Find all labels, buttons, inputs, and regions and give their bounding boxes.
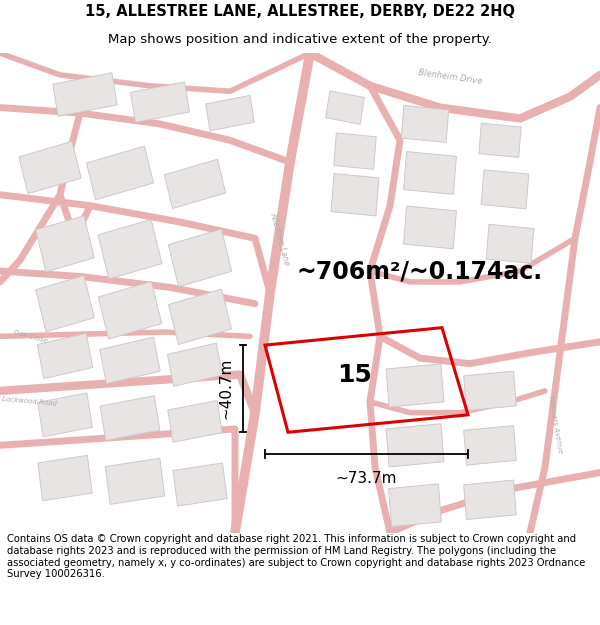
Polygon shape [35, 216, 94, 272]
Polygon shape [386, 364, 444, 407]
Text: ~73.7m: ~73.7m [336, 471, 397, 486]
Polygon shape [404, 206, 457, 249]
Text: Lockwood Road: Lockwood Road [2, 396, 58, 407]
Polygon shape [38, 393, 92, 437]
Polygon shape [98, 219, 162, 279]
Text: Blenheim Drive: Blenheim Drive [418, 68, 482, 86]
Polygon shape [326, 91, 364, 124]
Polygon shape [404, 152, 457, 194]
Polygon shape [168, 229, 232, 287]
Polygon shape [164, 159, 226, 209]
Polygon shape [168, 401, 222, 442]
Polygon shape [167, 343, 223, 386]
Polygon shape [486, 224, 534, 263]
Polygon shape [37, 333, 93, 379]
Polygon shape [331, 174, 379, 216]
Text: Map shows position and indicative extent of the property.: Map shows position and indicative extent… [108, 33, 492, 46]
Text: 15: 15 [338, 362, 373, 386]
Polygon shape [19, 141, 81, 194]
Polygon shape [130, 82, 190, 122]
Polygon shape [35, 276, 94, 332]
Polygon shape [389, 484, 442, 527]
Text: Oak Close: Oak Close [13, 329, 47, 344]
Polygon shape [206, 96, 254, 131]
Polygon shape [401, 106, 449, 142]
Polygon shape [98, 281, 162, 339]
Polygon shape [169, 289, 232, 344]
Polygon shape [464, 480, 516, 519]
Polygon shape [481, 170, 529, 209]
Text: 15, ALLESTREE LANE, ALLESTREE, DERBY, DE22 2HQ: 15, ALLESTREE LANE, ALLESTREE, DERBY, DE… [85, 4, 515, 19]
Polygon shape [386, 424, 444, 467]
Polygon shape [173, 463, 227, 506]
Text: Thiriners Avenue: Thiriners Avenue [547, 394, 563, 453]
Text: Contains OS data © Crown copyright and database right 2021. This information is : Contains OS data © Crown copyright and d… [7, 534, 586, 579]
Polygon shape [479, 123, 521, 158]
Polygon shape [100, 337, 160, 384]
Polygon shape [106, 458, 164, 504]
Polygon shape [464, 371, 516, 411]
Polygon shape [53, 72, 117, 116]
Text: ~40.7m: ~40.7m [218, 358, 233, 419]
Text: Allestree Lane: Allestree Lane [269, 211, 292, 266]
Polygon shape [334, 133, 376, 169]
Polygon shape [464, 426, 516, 465]
Polygon shape [100, 396, 160, 441]
Text: ~706m²/~0.174ac.: ~706m²/~0.174ac. [297, 259, 543, 283]
Polygon shape [86, 146, 154, 200]
Polygon shape [38, 456, 92, 501]
